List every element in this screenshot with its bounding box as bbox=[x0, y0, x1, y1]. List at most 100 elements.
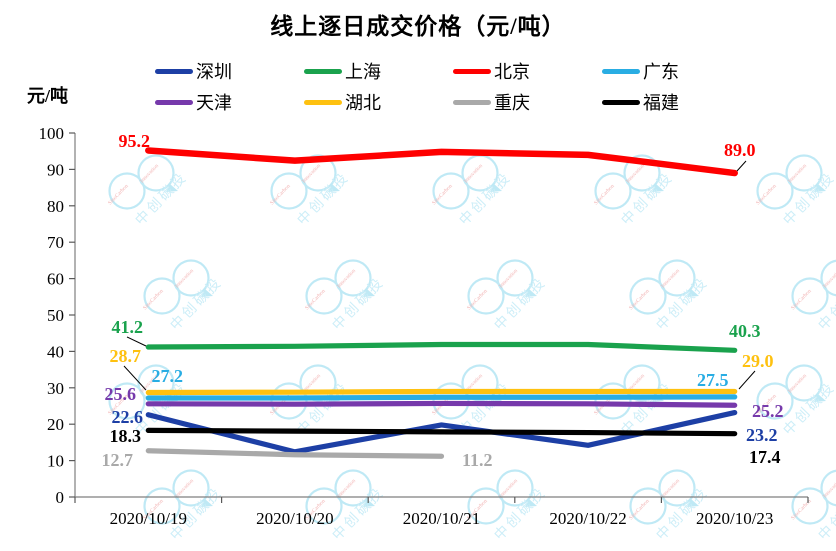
legend-row: 深圳 上海 北京 广东 bbox=[155, 56, 751, 87]
watermark-circle bbox=[108, 172, 146, 210]
watermark-circle bbox=[496, 259, 534, 297]
watermark-latin-text: Innovation bbox=[139, 163, 160, 184]
series-line-shanghai bbox=[145, 341, 738, 353]
watermark-circle bbox=[461, 364, 499, 402]
legend-item-shenzhen: 深圳 bbox=[155, 63, 304, 81]
legend-item-beijing: 北京 bbox=[453, 63, 602, 81]
watermark-circle bbox=[820, 469, 836, 507]
label-callout-line bbox=[126, 336, 147, 347]
watermark-latin-text: Innovation bbox=[660, 268, 681, 289]
watermark-circle bbox=[791, 277, 829, 315]
legend-label-guangdong: 广东 bbox=[643, 61, 679, 82]
data-label-guangdong: 27.2 bbox=[152, 366, 184, 386]
watermark-circle bbox=[594, 382, 632, 420]
label-callout-line bbox=[123, 365, 147, 391]
legend-swatch-tianjin bbox=[155, 100, 193, 105]
watermark-circle bbox=[467, 277, 505, 315]
watermark-latin-text: Innovation bbox=[498, 478, 519, 499]
watermark-arrow-icon bbox=[687, 499, 699, 507]
watermark-circle bbox=[756, 172, 794, 210]
legend-label-hubei: 湖北 bbox=[345, 92, 381, 113]
watermark-latin-text: Innovation bbox=[822, 268, 836, 289]
watermark-circle bbox=[172, 469, 210, 507]
series-line-beijing bbox=[145, 147, 738, 177]
series-line-tianjin bbox=[145, 400, 738, 408]
chart-title: 线上逐日成交价格（元/吨） bbox=[270, 14, 566, 39]
legend-swatch-shenzhen bbox=[155, 69, 193, 74]
watermark-latin-text: Innovation bbox=[336, 478, 357, 499]
legend-row: 天津 湖北 重庆 福建 bbox=[155, 87, 751, 118]
watermark-latin-text: Innovation bbox=[498, 268, 519, 289]
watermark-latin-text: Innovation bbox=[822, 478, 836, 499]
y-axis-tick-label: 90 bbox=[47, 160, 64, 179]
data-label-guangdong: 27.5 bbox=[697, 370, 729, 390]
watermark-arrow-icon bbox=[328, 184, 340, 192]
watermark-circle bbox=[658, 259, 696, 297]
data-label-beijing: 95.2 bbox=[119, 131, 151, 151]
legend-swatch-fujian bbox=[602, 100, 640, 105]
data-label-fujian: 17.4 bbox=[749, 447, 781, 467]
legend-item-chongqing: 重庆 bbox=[453, 94, 602, 112]
watermark-circle bbox=[305, 277, 343, 315]
legend-label-tianjin: 天津 bbox=[196, 92, 232, 113]
legend-label-fujian: 福建 bbox=[643, 92, 679, 113]
y-axis-tick-label: 20 bbox=[47, 415, 64, 434]
watermark-arrow-icon bbox=[652, 184, 664, 192]
watermark-circle bbox=[137, 154, 175, 192]
legend-swatch-chongqing bbox=[453, 100, 491, 105]
series-line-guangdong bbox=[145, 394, 738, 401]
data-label-shanghai: 41.2 bbox=[112, 317, 144, 337]
legend-swatch-hubei bbox=[304, 100, 342, 105]
watermark-circle bbox=[305, 487, 343, 525]
legend-item-tianjin: 天津 bbox=[155, 94, 304, 112]
watermark-latin-text: Innovation bbox=[336, 268, 357, 289]
watermark-circle bbox=[623, 154, 661, 192]
legend-item-shanghai: 上海 bbox=[304, 63, 453, 81]
legend-label-chongqing: 重庆 bbox=[494, 92, 530, 113]
legend-item-hubei: 湖北 bbox=[304, 94, 453, 112]
watermark-latin-text: Innovation bbox=[787, 373, 808, 394]
data-label-shanghai: 40.3 bbox=[729, 321, 761, 341]
legend-label-shanghai: 上海 bbox=[345, 61, 381, 82]
x-axis-tick-label: 2020/10/19 bbox=[110, 509, 187, 528]
data-label-fujian: 18.3 bbox=[110, 426, 142, 446]
data-label-chongqing: 12.7 bbox=[102, 450, 134, 470]
watermark-circle bbox=[108, 382, 146, 420]
legend-swatch-beijing bbox=[453, 69, 491, 74]
legend: 深圳 上海 北京 广东天津 湖北 重庆 福建 bbox=[155, 56, 751, 118]
watermark-latin-text: Innovation bbox=[301, 163, 322, 184]
watermark-arrow-icon bbox=[814, 394, 826, 402]
watermark-circle bbox=[658, 469, 696, 507]
watermark-circle bbox=[629, 487, 667, 525]
watermark-circle bbox=[143, 277, 181, 315]
watermark-circle bbox=[629, 277, 667, 315]
watermark-circle bbox=[143, 487, 181, 525]
watermark-circle bbox=[623, 364, 661, 402]
series-line-fujian bbox=[145, 427, 738, 437]
legend-item-guangdong: 广东 bbox=[602, 63, 751, 81]
data-label-tianjin: 25.6 bbox=[105, 384, 137, 404]
watermark-circle bbox=[785, 364, 823, 402]
series-line-hubei bbox=[145, 388, 738, 396]
watermark-circle bbox=[467, 487, 505, 525]
watermark-circle bbox=[270, 172, 308, 210]
y-axis-tick-label: 60 bbox=[47, 270, 64, 289]
watermark-arrow-icon bbox=[525, 499, 537, 507]
y-axis-tick-label: 30 bbox=[47, 379, 64, 398]
y-axis-unit-label: 元/吨 bbox=[27, 86, 69, 106]
watermark-circle bbox=[334, 469, 372, 507]
watermark-arrow-icon bbox=[363, 289, 375, 297]
watermark-latin-text: Innovation bbox=[625, 163, 646, 184]
watermark-latin-text: Innovation bbox=[787, 163, 808, 184]
watermark-arrow-icon bbox=[363, 499, 375, 507]
